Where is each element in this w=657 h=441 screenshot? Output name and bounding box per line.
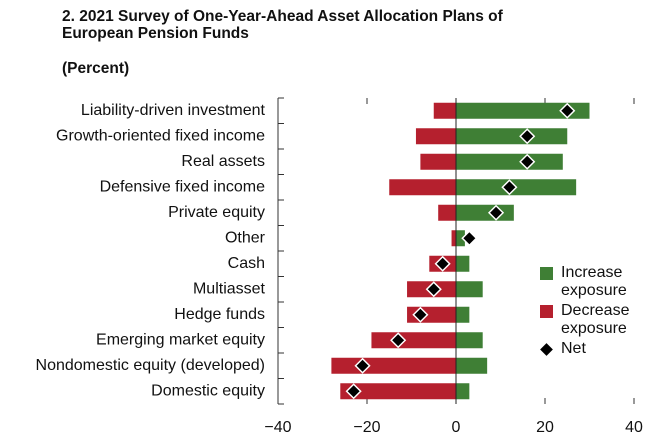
net-marker (519, 153, 536, 170)
bar (456, 102, 590, 119)
category-label: Emerging market equity (96, 331, 265, 348)
x-tick-label: 40 (625, 419, 643, 436)
bar (438, 204, 456, 221)
category-label: Liability-driven investment (81, 102, 266, 119)
legend-label: Increase exposure (561, 264, 627, 299)
net-marker (434, 255, 451, 272)
net-marker (461, 230, 478, 247)
legend-item: Increase exposure (540, 264, 650, 300)
bar (420, 153, 456, 170)
bar (433, 102, 456, 119)
bar (331, 357, 456, 374)
net-marker (519, 128, 536, 145)
category-label: Other (225, 229, 266, 246)
legend-swatch (540, 305, 553, 318)
chart-title: 2. 2021 Survey of One-Year-Ahead Asset A… (62, 8, 503, 42)
category-label: Nondomestic equity (developed) (36, 357, 265, 374)
bar (456, 383, 470, 400)
net-marker (354, 357, 371, 374)
bar (340, 383, 456, 400)
legend-swatch (540, 343, 553, 356)
category-label: Growth-oriented fixed income (56, 127, 265, 144)
legend: Increase exposure Decrease exposure Net (540, 264, 650, 360)
bar (456, 357, 488, 374)
chart-subtitle: (Percent) (62, 60, 130, 77)
bar (389, 179, 456, 196)
bar (456, 204, 514, 221)
category-label: Real assets (181, 153, 265, 170)
category-label: Private equity (168, 204, 265, 221)
legend-item: Decrease exposure (540, 302, 650, 338)
category-label: Cash (228, 255, 265, 272)
bar (451, 230, 456, 247)
category-label: Multiasset (193, 280, 266, 297)
bar (456, 306, 470, 323)
bar (456, 255, 470, 272)
net-marker (501, 179, 518, 196)
x-tick-label: 20 (536, 419, 554, 436)
x-tick-label: 0 (452, 419, 461, 436)
bar (456, 281, 483, 298)
x-tick-label: −20 (353, 419, 380, 436)
net-marker (412, 306, 429, 323)
bar (456, 128, 568, 145)
category-label: Defensive fixed income (100, 178, 266, 195)
net-marker (487, 204, 505, 221)
net-marker (559, 102, 576, 119)
net-marker (345, 383, 362, 400)
bar (456, 332, 483, 349)
legend-label: Net (561, 340, 586, 357)
legend-label: Decrease exposure (561, 302, 630, 337)
bar (456, 230, 465, 247)
legend-swatch (540, 267, 553, 280)
bar (415, 128, 456, 145)
net-marker (390, 332, 407, 349)
x-tick-label: −40 (264, 419, 291, 436)
bar (371, 332, 456, 349)
category-label: Hedge funds (174, 306, 265, 323)
legend-item: Net (540, 340, 650, 358)
bar (456, 153, 563, 170)
category-label: Domestic equity (151, 382, 265, 399)
net-marker (425, 281, 442, 298)
